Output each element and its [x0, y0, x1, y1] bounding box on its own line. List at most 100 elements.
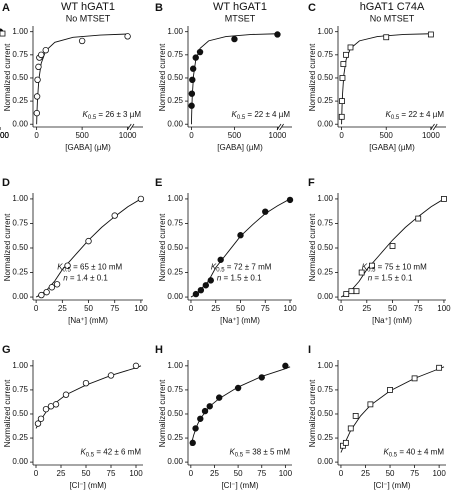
x-tick-label: 100 — [283, 304, 297, 313]
y-tick-label: 1.00 — [317, 27, 333, 36]
panel: F 0.00 0.25 0.50 0.75 1.00 0 25 50 75 100 [Na⁺] (mM… — [308, 177, 451, 325]
x-axis-label: [Cl⁻] (mM) — [221, 481, 258, 490]
x-tick-label: 100 — [437, 304, 451, 313]
x-axis-label: [Na⁺] (mM) — [372, 316, 412, 325]
annotation: K0.5 = 26 ± 3 µM — [83, 110, 142, 120]
annotation: K0.5 = 40 ± 4 mM — [383, 448, 444, 458]
y-tick-label: 0.00 — [12, 457, 28, 466]
data-point — [201, 407, 209, 415]
data-point — [347, 425, 354, 432]
data-point — [132, 362, 140, 370]
annotation: K0.5 = 42 ± 6 mM — [80, 448, 141, 458]
x-tick-label: 100 — [279, 469, 293, 478]
x-tick-label: 50 — [236, 304, 245, 313]
y-tick-label: 0.00 — [167, 292, 183, 301]
data-point — [188, 102, 195, 109]
annotation-k: K — [80, 448, 86, 457]
annotation-k: K — [57, 263, 63, 272]
data-point — [343, 51, 349, 58]
data-point — [383, 34, 390, 41]
data-point — [202, 282, 210, 289]
annotation-sub: 0.5 — [237, 115, 246, 121]
data-point — [274, 31, 281, 38]
annotation-rest: = 38 ± 5 mM — [243, 448, 290, 457]
y-tick-label: 0.25 — [12, 433, 28, 442]
x-tick-label: 1000 — [422, 131, 440, 140]
y-tick-label: 0.25 — [167, 96, 183, 105]
annotation-k: K — [83, 110, 89, 119]
data-point — [262, 208, 269, 215]
x-axis-label: [Cl⁻] (mM) — [373, 481, 410, 490]
y-tick-label: 1.00 — [12, 194, 28, 203]
y-tick-label: 0.75 — [317, 50, 333, 59]
y-tick-label: 0.00 — [167, 119, 183, 128]
hill-n: n — [63, 274, 68, 283]
y-tick-label: 0.50 — [167, 73, 183, 82]
data-point — [42, 47, 49, 54]
annotation-rest: = 22 ± 4 µM — [245, 110, 290, 119]
data-point — [282, 362, 289, 370]
annotation: n = 1.4 ± 0.1 — [63, 274, 108, 283]
data-point — [234, 384, 242, 392]
data-point — [85, 237, 92, 245]
x-tick-label: 1000 — [269, 131, 287, 140]
data-point — [189, 439, 196, 447]
y-tick-label: 1.00 — [317, 194, 333, 203]
data-point — [38, 291, 45, 299]
x-tick-label: 1000 — [119, 131, 137, 140]
x-axis-label: [Na⁺] (mM) — [220, 316, 260, 325]
x-tick-label: 0 — [34, 469, 39, 478]
data-point — [0, 30, 6, 37]
data-point — [258, 374, 265, 381]
x-tick-label: 75 — [107, 469, 116, 478]
y-tick-label: 0.00 — [167, 457, 183, 466]
panel-letter: E — [155, 177, 162, 189]
y-tick-label: 0.50 — [167, 409, 183, 418]
y-tick-label: 0.75 — [167, 385, 183, 394]
y-tick-label: 0.25 — [317, 268, 333, 277]
data-point — [339, 98, 345, 104]
data-point — [107, 372, 115, 379]
data-point — [82, 379, 90, 387]
y-tick-label: 0.50 — [12, 243, 28, 252]
y-tick-label: 0.00 — [317, 119, 333, 128]
data-point — [48, 284, 56, 291]
x-tick-label: 50 — [82, 469, 91, 478]
annotation-sub: 0.5 — [367, 267, 376, 273]
annotation-rest: = 65 ± 10 mM — [71, 263, 123, 272]
annotation: K0.5 = 38 ± 5 mM — [229, 448, 290, 458]
annotation-sub: 0.5 — [216, 267, 225, 273]
annotation-sub: 0.5 — [88, 115, 97, 121]
x-axis-label: [Na⁺] (mM) — [68, 316, 108, 325]
data-point — [192, 290, 200, 298]
panel-letter: C — [308, 2, 316, 14]
hill-rest: = 1.5 ± 0.1 — [221, 274, 262, 283]
y-axis-label: Normalized current — [158, 213, 167, 281]
x-tick-label: 500 — [228, 131, 242, 140]
y-tick-label: 1.00 — [317, 361, 333, 370]
data-point — [237, 232, 244, 239]
y-tick-label: 0.50 — [12, 409, 28, 418]
fit-curve — [35, 365, 142, 429]
y-tick-label: 0.75 — [317, 219, 333, 228]
fit-curve — [190, 366, 291, 446]
y-tick-label: 0.25 — [167, 433, 183, 442]
x-tick-label: 50 — [386, 469, 395, 478]
data-point — [352, 413, 359, 419]
data-point — [188, 90, 196, 97]
y-tick-label: 1.00 — [167, 194, 183, 203]
x-tick-label: 50 — [84, 304, 93, 313]
x-axis-label: [GABA] (µM) — [217, 143, 263, 152]
panel: H 0.00 0.25 0.50 0.75 1.00 0 25 50 75 100 [Cl⁻] (mM… — [155, 344, 293, 490]
data-point — [411, 375, 418, 382]
data-point — [52, 401, 60, 408]
y-axis-label: Normalized current — [308, 43, 317, 111]
annotation-rest: = 40 ± 4 mM — [397, 448, 444, 457]
annotation-sub: 0.5 — [86, 452, 95, 458]
x-tick-label: 75 — [110, 304, 119, 313]
x-tick-label: 75 — [261, 304, 270, 313]
x-tick-label: 25 — [57, 469, 66, 478]
x-tick-label: 5000 — [0, 131, 9, 140]
annotation: n = 1.5 ± 0.1 — [217, 274, 262, 283]
